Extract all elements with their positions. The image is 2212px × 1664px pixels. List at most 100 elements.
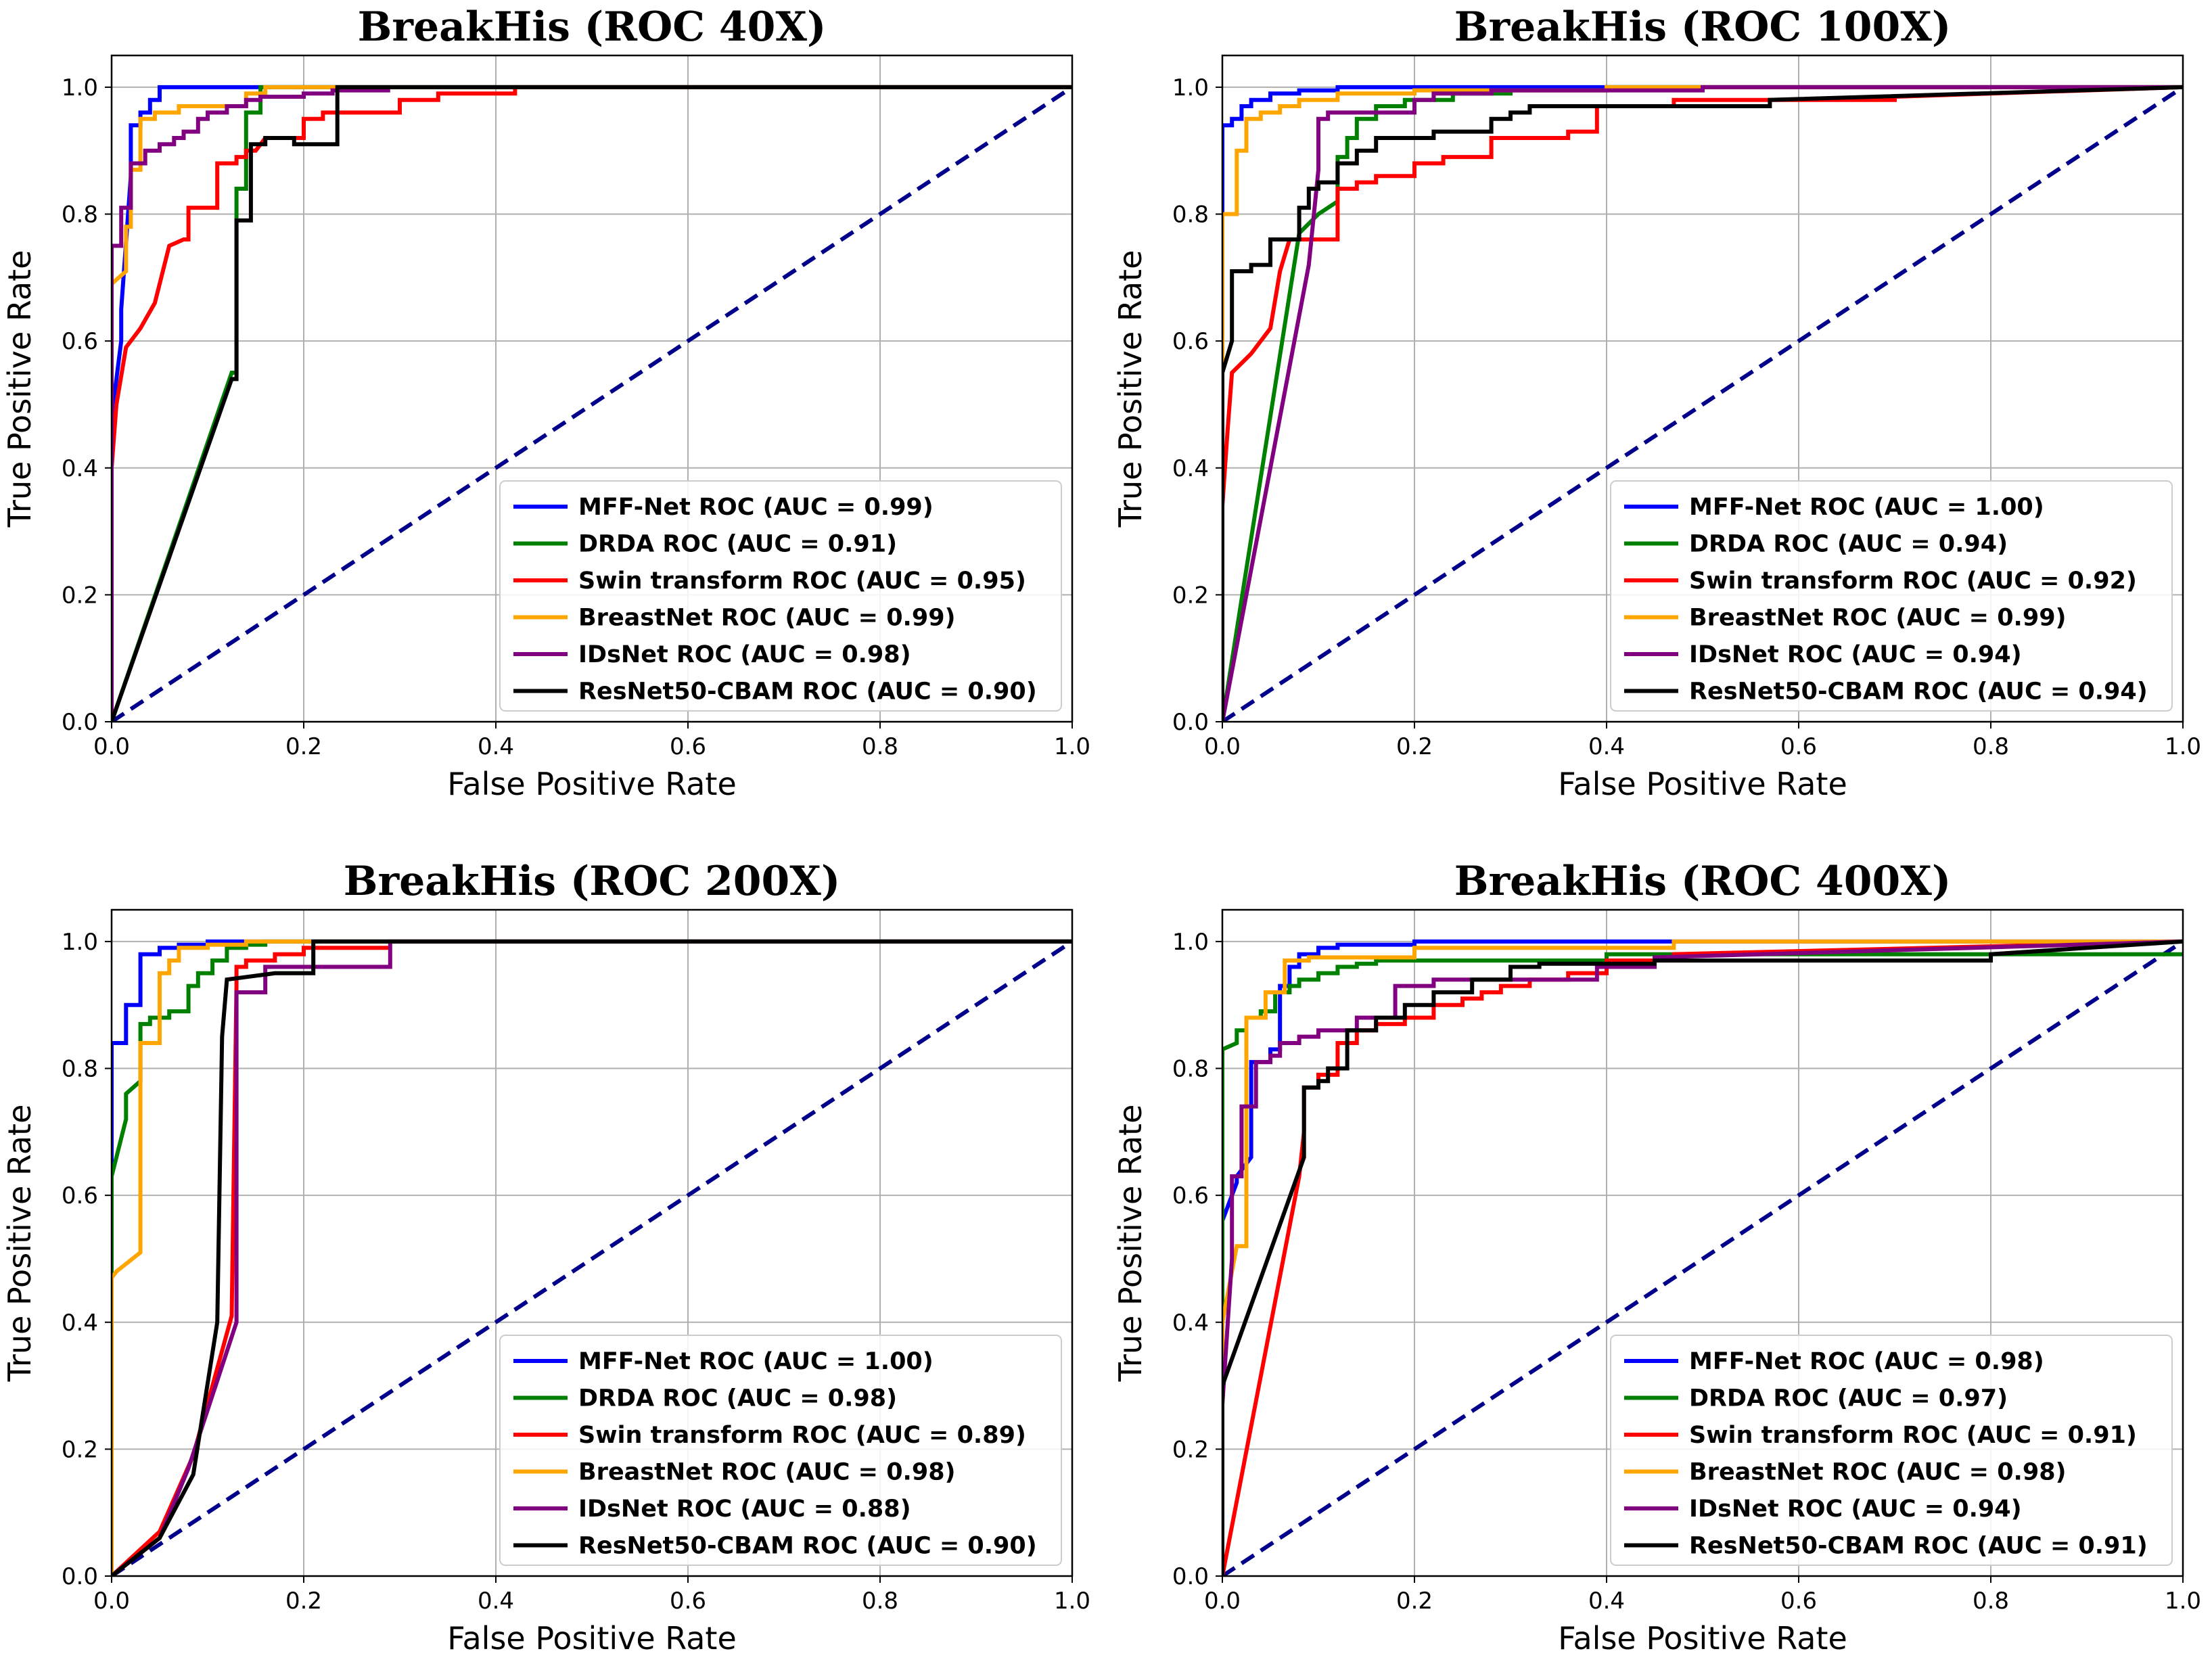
x-tick-label: 0.6 [1780, 1588, 1817, 1615]
y-tick-label: 0.8 [1172, 202, 1209, 229]
x-tick-label: 0.6 [670, 1588, 706, 1615]
legend-label: IDsNet ROC (AUC = 0.94) [1689, 641, 2022, 668]
y-tick-label: 0.6 [62, 1182, 98, 1209]
legend-label: DRDA ROC (AUC = 0.91) [578, 531, 897, 558]
roc-series-line-5 [1222, 85, 2183, 722]
chart-title: BreakHis (ROC 200X) [344, 858, 840, 905]
x-axis-label: False Positive Rate [447, 766, 737, 802]
legend-label: DRDA ROC (AUC = 0.97) [1689, 1385, 2008, 1412]
chance-diagonal-line [112, 85, 1072, 722]
x-axis-label: False Positive Rate [1558, 766, 1847, 802]
chart-title: BreakHis (ROC 100X) [1454, 3, 1951, 51]
y-tick-label: 0.8 [62, 1056, 98, 1083]
roc-series-line-2 [112, 939, 1072, 1576]
y-axis-label: True Positive Rate [1, 250, 38, 528]
y-tick-label: 1.0 [1172, 929, 1209, 956]
chart-panel-2: BreakHis (ROC 100X) 0.00.0 0.2 0.2 0.4 0.4 0.6… [1112, 3, 2201, 802]
legend-label: ResNet50-CBAM ROC (AUC = 0.91) [1689, 1533, 2148, 1560]
chart-panel-1: BreakHis (ROC 40X) 0.00.0 0.2 0.2 0.4 0.4 0.6 0… [1, 3, 1090, 802]
legend-box [499, 480, 1062, 712]
series-group [112, 939, 1072, 1576]
roc-series-line-4 [112, 85, 1072, 722]
x-tick-label: 0.0 [1204, 733, 1241, 760]
legend-box [1610, 1335, 2173, 1566]
legend: MFF-Net ROC (AUC = 1.00) DRDA ROC (AUC = … [499, 1335, 1062, 1566]
legend-label: ResNet50-CBAM ROC (AUC = 0.90) [578, 678, 1037, 706]
x-tick-label: 0.0 [1204, 1588, 1241, 1615]
legend: MFF-Net ROC (AUC = 1.00) DRDA ROC (AUC = … [1610, 480, 2173, 712]
axes-frame [1221, 908, 2184, 1577]
y-tick-label: 0.6 [62, 328, 98, 355]
y-tick-label: 0.0 [62, 1563, 98, 1590]
roc-series-line-6 [112, 85, 1072, 722]
roc-series-line-6 [1222, 939, 2183, 1576]
x-tick-label: 0.4 [478, 733, 514, 760]
roc-series-line-4 [1222, 85, 2183, 722]
y-axis-label: True Positive Rate [1, 1105, 38, 1383]
chart-title: BreakHis (ROC 40X) [358, 3, 827, 51]
chart-panel-3: BreakHis (ROC 200X) 0.00.0 0.2 0.2 0.4 0.4 0.6… [1, 858, 1090, 1657]
chance-diagonal-line [112, 940, 1072, 1576]
legend-label: DRDA ROC (AUC = 0.98) [578, 1385, 897, 1412]
y-tick-label: 1.0 [62, 74, 98, 101]
axes-frame [1221, 54, 2184, 723]
legend-label: Swin transform ROC (AUC = 0.89) [578, 1422, 1026, 1449]
axes-frame [110, 908, 1074, 1577]
x-tick-label: 0.2 [1396, 1588, 1433, 1615]
x-tick-label: 0.8 [862, 1588, 898, 1615]
x-tick-label: 0.0 [93, 1588, 130, 1615]
y-tick-label: 0.0 [62, 709, 98, 736]
y-tick-label: 0.4 [62, 1310, 98, 1337]
legend-label: ResNet50-CBAM ROC (AUC = 0.94) [1689, 678, 2148, 706]
y-tick-label: 0.2 [62, 582, 98, 609]
x-tick-label: 0.2 [285, 733, 322, 760]
roc-series-line-6 [112, 939, 1072, 1576]
x-tick-label: 0.6 [1780, 733, 1817, 760]
y-tick-label: 0.0 [1172, 709, 1209, 736]
series-group [112, 85, 1072, 722]
chart-title: BreakHis (ROC 400X) [1454, 858, 1951, 905]
roc-series-line-1 [1222, 85, 2183, 722]
legend-label: MFF-Net ROC (AUC = 0.99) [578, 494, 934, 521]
x-tick-label: 1.0 [1054, 733, 1090, 760]
axes-frame [110, 54, 1074, 723]
legend: MFF-Net ROC (AUC = 0.99) DRDA ROC (AUC = … [499, 480, 1062, 712]
series-group [1222, 85, 2183, 722]
legend-label: BreastNet ROC (AUC = 0.99) [578, 605, 956, 632]
x-tick-label: 0.4 [1588, 733, 1625, 760]
y-tick-label: 0.2 [1172, 582, 1209, 609]
y-tick-label: 1.0 [1172, 74, 1209, 101]
roc-series-line-4 [1222, 939, 2183, 1576]
y-tick-label: 0.6 [1172, 328, 1209, 355]
x-tick-label: 1.0 [2165, 1588, 2201, 1615]
x-tick-label: 1.0 [2165, 733, 2201, 760]
legend-label: MFF-Net ROC (AUC = 0.98) [1689, 1348, 2044, 1375]
y-tick-label: 0.4 [1172, 455, 1209, 482]
legend-label: BreastNet ROC (AUC = 0.98) [1689, 1459, 2067, 1486]
x-tick-label: 0.4 [478, 1588, 514, 1615]
x-tick-label: 0.8 [862, 733, 898, 760]
roc-series-line-6 [1222, 85, 2183, 722]
x-tick-label: 0.8 [1973, 733, 2009, 760]
y-axis-label: True Positive Rate [1112, 250, 1149, 528]
x-tick-label: 0.4 [1588, 1588, 1625, 1615]
x-tick-label: 0.2 [285, 1588, 322, 1615]
y-tick-label: 1.0 [62, 929, 98, 956]
legend-label: Swin transform ROC (AUC = 0.92) [1689, 568, 2137, 595]
legend-label: Swin transform ROC (AUC = 0.91) [1689, 1422, 2137, 1449]
y-tick-label: 0.8 [62, 202, 98, 229]
y-tick-label: 0.2 [62, 1436, 98, 1463]
chart-panel-4: BreakHis (ROC 400X) 0.00.0 0.2 0.2 0.4 0.4 0.6… [1112, 858, 2201, 1657]
legend-label: DRDA ROC (AUC = 0.94) [1689, 531, 2008, 558]
x-axis-label: False Positive Rate [1558, 1620, 1847, 1657]
roc-series-line-5 [112, 88, 390, 722]
legend-label: BreastNet ROC (AUC = 0.98) [578, 1459, 956, 1486]
roc-series-line-5 [112, 939, 1072, 1576]
legend-label: IDsNet ROC (AUC = 0.94) [1689, 1496, 2022, 1523]
roc-series-line-5 [1222, 939, 2183, 1576]
y-tick-label: 0.2 [1172, 1436, 1209, 1463]
legend-label: MFF-Net ROC (AUC = 1.00) [1689, 494, 2044, 521]
y-tick-label: 0.0 [1172, 1563, 1209, 1590]
legend-label: ResNet50-CBAM ROC (AUC = 0.90) [578, 1533, 1037, 1560]
